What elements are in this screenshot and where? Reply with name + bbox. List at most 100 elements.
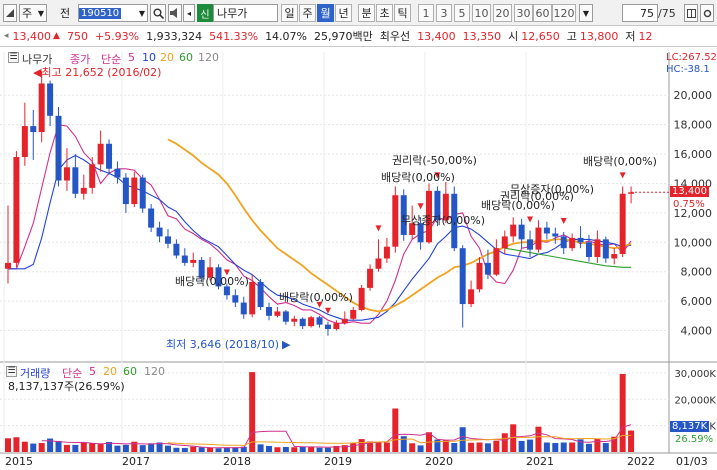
period-week-button[interactable]: 주 [299, 4, 316, 22]
price-tick-label: 6,000 [681, 295, 713, 308]
candle-body [106, 143, 113, 169]
panel-menu-icon[interactable]: ☰ [8, 52, 19, 63]
open-price: 12,650 [521, 29, 560, 43]
volume-bar [114, 445, 121, 452]
candle-body [97, 143, 104, 165]
period-minute-button[interactable]: 분 [358, 4, 375, 22]
volume-current-text: 8,137,137주(26.59%) [8, 380, 125, 393]
volume-ma20-line [167, 434, 632, 446]
legend-close: 종가 [70, 53, 91, 66]
volume-bar [139, 445, 146, 452]
volume-panel-menu-icon[interactable]: ☰ [6, 366, 17, 377]
volume-bar [392, 408, 399, 452]
layout-icon[interactable] [684, 4, 698, 22]
count-120-button[interactable]: 120 [552, 4, 576, 22]
volume-bar [282, 446, 289, 452]
all-time-low-label: 최저 3,646 (2018/10) ▶ [166, 338, 291, 351]
volume-ratio: 541.33% [209, 29, 259, 43]
stock-code-input[interactable]: 190510 ▼ [78, 4, 148, 22]
dividend-event-label-5: 배당락(0,00%) [175, 275, 249, 288]
x-label-2022: 2022 [627, 455, 655, 468]
chevron-left-icon[interactable]: ◂ [4, 31, 9, 41]
candle-body [274, 311, 281, 316]
count-60-button[interactable]: 60 [533, 4, 552, 22]
price-tick-label: 12,000 [674, 207, 713, 220]
period-second-button[interactable]: 초 [376, 4, 393, 22]
candle-body [198, 259, 205, 278]
volume-bar [97, 443, 104, 452]
dividend-event-label-1: 배당락(0,00%) [381, 171, 455, 184]
candle-body [181, 255, 188, 263]
market-mode-select[interactable]: 주 ▼ [19, 4, 47, 22]
volume-bar [527, 439, 534, 452]
period-month-button[interactable]: 월 [317, 4, 334, 22]
volume-bar [493, 440, 500, 452]
candle-body [484, 262, 491, 275]
quote-strip: ◂ 13,400 ▲ 750 +5.93% 1,933,324 541.33% … [0, 26, 717, 47]
right-arrow-icon: ▶ [282, 338, 291, 351]
stock-name-field[interactable]: 나무가 [213, 4, 278, 22]
candle-body [535, 227, 542, 250]
range-total: /75 [658, 6, 676, 20]
period-day-button[interactable]: 일 [281, 4, 298, 22]
volume-tick-label: 20,000K [674, 395, 716, 406]
volume-bar [602, 443, 609, 452]
candle-body [148, 208, 155, 228]
pin-icon[interactable] [3, 4, 17, 22]
candle-body [434, 190, 441, 221]
candle-body [122, 177, 129, 205]
prev-label[interactable]: 전 [59, 7, 71, 20]
candle-body [417, 223, 424, 243]
candle-body [451, 193, 458, 249]
volume-bar [552, 443, 559, 452]
candle-body [47, 83, 54, 116]
count-10-button[interactable]: 10 [472, 4, 491, 22]
chevron-down-icon: ▼ [138, 8, 145, 18]
count-3-button[interactable]: 3 [436, 4, 452, 22]
candle-body [602, 239, 609, 259]
volume-bar [55, 440, 62, 452]
event-arrow-icon [375, 225, 382, 232]
price-tick-label: 20,000 [674, 89, 713, 102]
stock-code-value: 190510 [79, 7, 122, 19]
period-year-button[interactable]: 년 [335, 4, 352, 22]
x-label-2019: 2019 [324, 455, 352, 468]
volume-bar [232, 447, 239, 452]
volume-current-pct: 26.59% [675, 434, 714, 445]
volume-bar [299, 446, 306, 452]
count-5-button[interactable]: 5 [454, 4, 470, 22]
volume-bar [409, 443, 416, 452]
volume-bar [543, 442, 550, 452]
dropdown-icon[interactable]: ▼ [579, 4, 593, 22]
high-label: 고 [566, 30, 577, 43]
all-time-high-label: ◀최고 21,652 (2016/02) [33, 66, 162, 79]
chevron-left-icon[interactable]: ◂ [183, 4, 195, 22]
low-label: 저 [625, 30, 636, 43]
candle-body [173, 243, 180, 256]
candle-body [215, 267, 222, 287]
event-arrow-icon [434, 172, 441, 179]
candle-body [569, 237, 576, 249]
vol-legend-ma60: 60 [123, 365, 137, 378]
rights-event-label-1: 권리락(-50,00%) [392, 154, 477, 167]
event-arrow-icon [223, 269, 230, 276]
range-input[interactable]: 75 [622, 4, 658, 22]
volume-bar [47, 438, 54, 452]
settings-icon[interactable] [700, 4, 714, 22]
search-icon[interactable] [150, 4, 166, 22]
ma10-line [8, 154, 632, 321]
x-label-2017: 2017 [122, 455, 150, 468]
count-20-button[interactable]: 20 [493, 4, 512, 22]
count-30-button[interactable]: 30 [514, 4, 533, 22]
volume-bar [358, 439, 365, 452]
volume-bar [122, 444, 129, 452]
volume-bar [80, 442, 87, 452]
count-1-button[interactable]: 1 [418, 4, 434, 22]
volume-bar [484, 443, 491, 452]
period-tick-button[interactable]: 틱 [394, 4, 411, 22]
price-panel-title: 나무가 [22, 53, 53, 66]
volume-bar [367, 441, 374, 452]
price-chart[interactable]: 4,0006,0008,00010,00012,00014,00016,0001… [0, 47, 717, 470]
speaker-icon[interactable] [168, 4, 182, 22]
volume-bar [173, 447, 180, 452]
